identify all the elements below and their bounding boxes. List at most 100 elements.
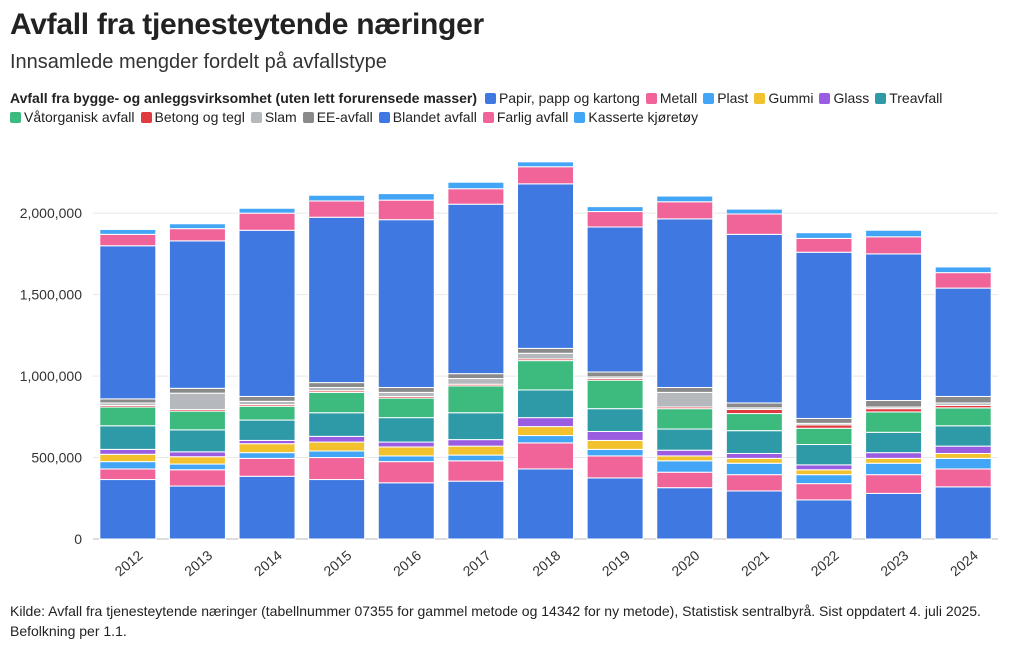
bar-segment-2019-glass[interactable] (586, 430, 644, 441)
legend-item-våtorganisk-avfall[interactable]: Våtorganisk avfall (10, 108, 135, 127)
bar-segment-2018-blandet-avfall[interactable] (517, 183, 574, 349)
bar-segment-2014-treavfall[interactable] (238, 419, 296, 441)
bar-segment-2020-gummi[interactable] (656, 455, 714, 462)
legend-item-farlig-avfall[interactable]: Farlig avfall (482, 108, 568, 127)
bar-segment-2020-ee-avfall[interactable] (656, 386, 714, 393)
bar-segment-2024-plast[interactable] (934, 457, 992, 470)
bar-segment-2024-blandet-avfall[interactable] (934, 287, 992, 397)
bar-segment-2013-slam[interactable] (168, 392, 226, 410)
bar-segment-2023-plast[interactable] (865, 462, 923, 476)
bar-segment-2019-blandet-avfall[interactable] (586, 226, 644, 373)
bar-segment-2020-blandet-avfall[interactable] (656, 218, 714, 388)
bar-segment-2017-våtorganisk-avfall[interactable] (447, 385, 505, 414)
bar-segment-2024-våtorganisk-avfall[interactable] (934, 407, 992, 427)
bar-segment-2012-blandet-avfall[interactable] (99, 245, 157, 400)
bar-segment-2013-plast[interactable] (168, 463, 226, 471)
bar-segment-2022-metall[interactable] (795, 483, 853, 501)
bar-segment-2015-ee-avfall[interactable] (308, 382, 366, 388)
bar-segment-2018-metall[interactable] (517, 442, 574, 470)
bar-segment-2018-plast[interactable] (517, 435, 574, 444)
bar-segment-2017-metall[interactable] (447, 460, 505, 482)
bar-segment-2022-blandet-avfall[interactable] (795, 251, 853, 419)
bar-segment-2020-farlig-avfall[interactable] (656, 201, 714, 220)
bar-segment-2017-gummi[interactable] (447, 445, 505, 456)
bar-segment-2023-glass[interactable] (865, 452, 923, 459)
bar-segment-2024-ee-avfall[interactable] (934, 395, 992, 404)
bar-segment-2022-plast[interactable] (795, 474, 853, 485)
bar-segment-2016-avfall-fra-bygge-og-anleggsvirksomhet-uten-lett-forurensede-masser[interactable] (377, 482, 435, 540)
bar-segment-2022-våtorganisk-avfall[interactable] (795, 427, 853, 446)
bar-segment-2017-farlig-avfall[interactable] (447, 188, 505, 205)
bar-segment-2013-våtorganisk-avfall[interactable] (168, 410, 226, 431)
bar-segment-2024-gummi[interactable] (934, 452, 992, 459)
bar-segment-2018-våtorganisk-avfall[interactable] (517, 360, 574, 391)
bar-segment-2019-ee-avfall[interactable] (586, 371, 644, 378)
bar-segment-2012-avfall-fra-bygge-og-anleggsvirksomhet-uten-lett-forurensede-masser[interactable] (99, 479, 157, 540)
bar-segment-2019-plast[interactable] (586, 448, 644, 457)
bar-segment-2021-gummi[interactable] (725, 457, 783, 464)
bar-segment-2021-farlig-avfall[interactable] (725, 213, 783, 235)
bar-segment-2021-blandet-avfall[interactable] (725, 233, 783, 404)
bar-segment-2016-slam[interactable] (377, 391, 435, 397)
bar-segment-2023-kasserte-kjøretøy[interactable] (865, 229, 923, 238)
bar-segment-2019-avfall-fra-bygge-og-anleggsvirksomhet-uten-lett-forurensede-masser[interactable] (586, 477, 644, 540)
bar-segment-2017-slam[interactable] (447, 378, 505, 385)
bar-segment-2020-slam[interactable] (656, 391, 714, 408)
bar-segment-2022-kasserte-kjøretøy[interactable] (795, 232, 853, 239)
bar-segment-2024-kasserte-kjøretøy[interactable] (934, 266, 992, 274)
bar-segment-2017-avfall-fra-bygge-og-anleggsvirksomhet-uten-lett-forurensede-masser[interactable] (447, 480, 505, 540)
bar-segment-2015-gummi[interactable] (308, 441, 366, 452)
bar-segment-2021-våtorganisk-avfall[interactable] (725, 413, 783, 432)
bar-segment-2013-avfall-fra-bygge-og-anleggsvirksomhet-uten-lett-forurensede-masser[interactable] (168, 485, 226, 540)
bar-segment-2013-glass[interactable] (168, 451, 226, 458)
bar-segment-2016-kasserte-kjøretøy[interactable] (377, 193, 435, 201)
bar-segment-2017-plast[interactable] (447, 454, 505, 462)
legend-item-kasserte-kjøretøy[interactable]: Kasserte kjøretøy (574, 108, 698, 127)
bar-segment-2012-gummi[interactable] (99, 453, 157, 463)
bar-segment-2020-avfall-fra-bygge-og-anleggsvirksomhet-uten-lett-forurensede-masser[interactable] (656, 487, 714, 540)
bar-segment-2017-kasserte-kjøretøy[interactable] (447, 181, 505, 190)
bar-segment-2022-avfall-fra-bygge-og-anleggsvirksomhet-uten-lett-forurensede-masser[interactable] (795, 499, 853, 540)
bar-segment-2016-ee-avfall[interactable] (377, 386, 435, 393)
bar-segment-2018-treavfall[interactable] (517, 389, 574, 419)
bar-segment-2014-ee-avfall[interactable] (238, 395, 296, 402)
bar-segment-2015-plast[interactable] (308, 450, 366, 459)
bar-segment-2018-slam[interactable] (517, 352, 574, 360)
bar-segment-2017-ee-avfall[interactable] (447, 373, 505, 380)
legend-item-papir-papp-og-kartong[interactable]: Papir, papp og kartong (484, 89, 640, 108)
bar-segment-2014-farlig-avfall[interactable] (238, 212, 296, 231)
bar-segment-2020-treavfall[interactable] (656, 428, 714, 451)
bar-segment-2017-blandet-avfall[interactable] (447, 203, 505, 375)
bar-segment-2023-våtorganisk-avfall[interactable] (865, 411, 923, 433)
bar-segment-2017-treavfall[interactable] (447, 412, 505, 441)
bar-segment-2013-farlig-avfall[interactable] (168, 228, 226, 242)
bar-segment-2021-betong-og-tegl[interactable] (725, 408, 783, 415)
bar-segment-2012-kasserte-kjøretøy[interactable] (99, 228, 157, 235)
bar-segment-2024-glass[interactable] (934, 445, 992, 454)
bar-segment-2016-gummi[interactable] (377, 446, 435, 457)
bar-segment-2020-plast[interactable] (656, 460, 714, 473)
bar-segment-2022-treavfall[interactable] (795, 444, 853, 466)
bar-segment-2016-blandet-avfall[interactable] (377, 219, 435, 388)
bar-segment-2023-blandet-avfall[interactable] (865, 253, 923, 402)
bar-segment-2015-kasserte-kjøretøy[interactable] (308, 194, 366, 202)
bar-segment-2016-treavfall[interactable] (377, 417, 435, 443)
bar-segment-2016-plast[interactable] (377, 455, 435, 463)
bar-segment-2023-farlig-avfall[interactable] (865, 236, 923, 255)
bar-segment-2015-avfall-fra-bygge-og-anleggsvirksomhet-uten-lett-forurensede-masser[interactable] (308, 479, 366, 540)
bar-segment-2018-gummi[interactable] (517, 426, 574, 437)
bar-segment-2020-våtorganisk-avfall[interactable] (656, 408, 714, 430)
bar-segment-2015-treavfall[interactable] (308, 412, 366, 437)
bar-segment-2013-blandet-avfall[interactable] (168, 240, 226, 389)
bar-segment-2013-ee-avfall[interactable] (168, 387, 226, 394)
bar-segment-2013-kasserte-kjøretøy[interactable] (168, 223, 226, 230)
bar-segment-2019-kasserte-kjøretøy[interactable] (586, 206, 644, 213)
bar-segment-2015-farlig-avfall[interactable] (308, 200, 366, 218)
bar-segment-2021-avfall-fra-bygge-og-anleggsvirksomhet-uten-lett-forurensede-masser[interactable] (725, 490, 783, 540)
bar-segment-2014-våtorganisk-avfall[interactable] (238, 405, 296, 421)
bar-segment-2016-metall[interactable] (377, 461, 435, 484)
bar-segment-2022-glass[interactable] (795, 464, 853, 471)
bar-segment-2022-ee-avfall[interactable] (795, 417, 853, 424)
bar-segment-2015-blandet-avfall[interactable] (308, 216, 366, 384)
bar-segment-2024-treavfall[interactable] (934, 425, 992, 447)
